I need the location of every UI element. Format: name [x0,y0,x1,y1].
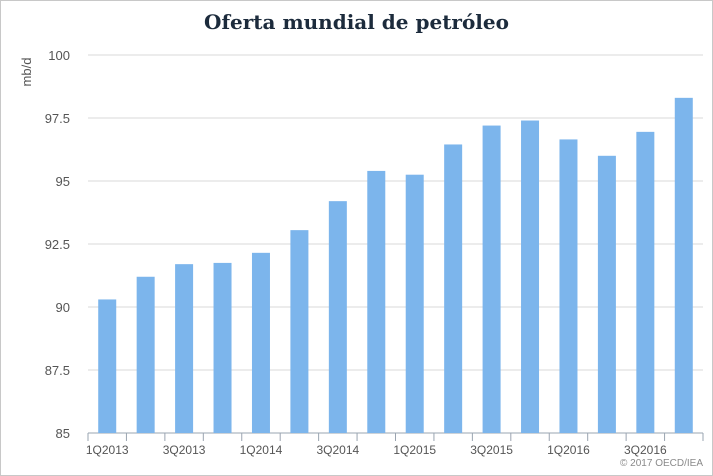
bar[interactable] [674,97,693,433]
y-tick-label: 100 [48,48,70,63]
x-tick-label: 3Q2013 [163,443,206,457]
bar[interactable] [597,155,616,434]
x-tick-label: 1Q2014 [240,443,283,457]
y-axis-ticks: 85 87.5 90 92.5 95 97.5 100 [45,48,70,441]
bar-series [98,97,693,434]
y-tick-label: 90 [56,300,70,315]
x-tick-label: 3Q2016 [624,443,667,457]
bar[interactable] [136,276,155,433]
bar[interactable] [367,170,386,434]
bar[interactable] [290,230,309,433]
copyright-credit: © 2017 OECD/IEA [620,458,703,469]
y-tick-label: 95 [56,174,70,189]
x-tick-label: 1Q2016 [547,443,590,457]
bar[interactable] [636,131,655,434]
chart-title: Oferta mundial de petróleo [204,10,509,34]
x-axis-ticks: 1Q2013 3Q2013 1Q2014 3Q2014 1Q2015 3Q2015 1Q20… [86,433,704,457]
x-tick-label: 3Q2014 [316,443,359,457]
bar[interactable] [405,174,424,433]
y-axis-label: mb/d [19,58,34,87]
y-tick-label: 92.5 [45,237,70,252]
bar[interactable] [444,144,463,433]
bar[interactable] [175,264,194,433]
bar[interactable] [559,139,578,434]
bar[interactable] [98,299,117,433]
bar[interactable] [328,201,347,433]
bar[interactable] [521,120,540,434]
y-tick-label: 85 [56,426,70,441]
x-tick-label: 1Q2015 [393,443,436,457]
bar[interactable] [482,125,501,433]
x-tick-label: 1Q2013 [86,443,129,457]
y-tick-label: 87.5 [45,363,70,378]
bar[interactable] [213,262,232,433]
bar[interactable] [251,252,270,433]
y-tick-label: 97.5 [45,111,70,126]
x-tick-label: 3Q2015 [470,443,513,457]
